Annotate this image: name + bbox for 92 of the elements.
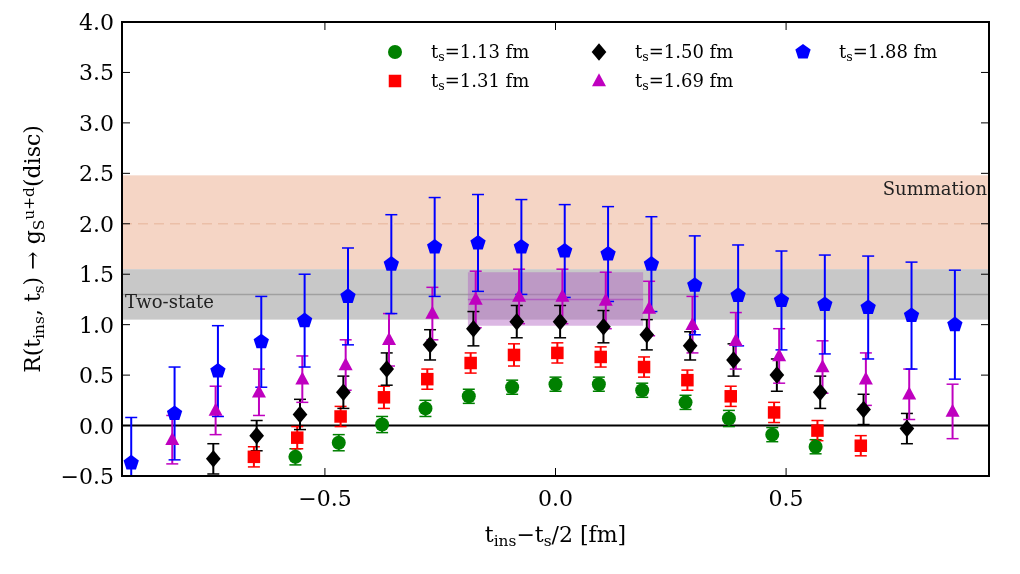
point: [643, 256, 660, 271]
point: [600, 245, 616, 261]
point: [730, 287, 746, 302]
point: [728, 333, 743, 347]
point: [817, 296, 833, 311]
point: [685, 316, 700, 330]
point: [422, 336, 438, 354]
point: [687, 277, 703, 292]
point: [340, 288, 356, 303]
point: [165, 431, 180, 445]
point: [377, 391, 391, 404]
point: [682, 337, 698, 355]
point: [290, 431, 304, 444]
point: [379, 360, 395, 378]
point: [858, 371, 873, 385]
point: [295, 371, 310, 385]
point: [425, 305, 440, 319]
point: [512, 288, 527, 302]
point: [427, 238, 443, 254]
point: [464, 356, 477, 370]
y-tick-label: 1.5: [79, 262, 114, 288]
legend-label: t$_{s}$=1.88 fm: [839, 41, 938, 65]
point: [557, 242, 573, 258]
point: [249, 426, 265, 445]
point: [726, 351, 741, 369]
point: [639, 326, 655, 344]
x-tick-label: 0.5: [768, 486, 804, 511]
point: [555, 288, 570, 302]
point: [769, 366, 785, 384]
point: [860, 299, 876, 315]
point: [773, 292, 790, 307]
point: [856, 400, 871, 419]
point: [205, 450, 221, 468]
point: [724, 390, 738, 403]
point: [383, 256, 399, 271]
point: [334, 410, 347, 423]
point: [812, 383, 828, 402]
point: [470, 234, 486, 250]
point: [551, 346, 564, 360]
point: [251, 384, 266, 398]
x-tick-label: 0.0: [538, 486, 573, 511]
y-tick-label: 0.0: [79, 413, 114, 439]
point: [594, 350, 607, 364]
point: [509, 312, 525, 331]
y-tick-label: −0.5: [60, 464, 114, 489]
legend-label: t$_{s}$=1.50 fm: [635, 41, 734, 65]
point: [210, 363, 226, 378]
point: [123, 454, 139, 470]
point: [208, 402, 223, 416]
point: [552, 312, 568, 331]
x-tick-label: −0.5: [298, 486, 352, 511]
x-axis-title: t$_{ins}$−t$_{s}$/2 [fm]: [484, 522, 627, 550]
y-tick-label: 2.0: [79, 211, 114, 237]
point: [513, 238, 530, 254]
point: [253, 333, 269, 349]
point: [421, 372, 434, 386]
legend-label: t$_{s}$=1.69 fm: [635, 70, 734, 94]
band-label: Summation: [882, 178, 988, 200]
point: [811, 424, 824, 437]
point: [637, 360, 651, 374]
point: [382, 332, 397, 346]
legend-label: t$_{s}$=1.13 fm: [431, 41, 530, 65]
legend-label: t$_{s}$=1.31 fm: [431, 70, 530, 94]
point: [247, 450, 261, 464]
point: [468, 291, 483, 305]
point: [903, 307, 920, 323]
point: [681, 373, 694, 387]
y-tick-label: 1.0: [79, 312, 114, 338]
band-label: Two-state: [125, 291, 214, 313]
point: [945, 403, 960, 417]
point: [292, 405, 308, 424]
point: [296, 312, 313, 328]
y-tick-label: 0.5: [79, 363, 114, 389]
point: [338, 357, 353, 371]
y-tick-label: 4.0: [79, 10, 114, 35]
point: [854, 439, 868, 452]
y-tick-label: 2.5: [79, 161, 114, 187]
point: [466, 319, 481, 338]
y-tick-label: 3.0: [79, 110, 114, 136]
point: [767, 406, 781, 419]
point: [899, 419, 915, 438]
y-tick-label: 3.5: [79, 60, 114, 86]
point: [902, 386, 917, 400]
point: [507, 348, 521, 362]
point: [772, 348, 787, 362]
point: [815, 359, 830, 373]
point: [947, 316, 963, 332]
point: [336, 383, 351, 402]
point: [598, 292, 613, 306]
point: [596, 317, 611, 336]
point: [642, 300, 657, 314]
point: [166, 405, 183, 420]
